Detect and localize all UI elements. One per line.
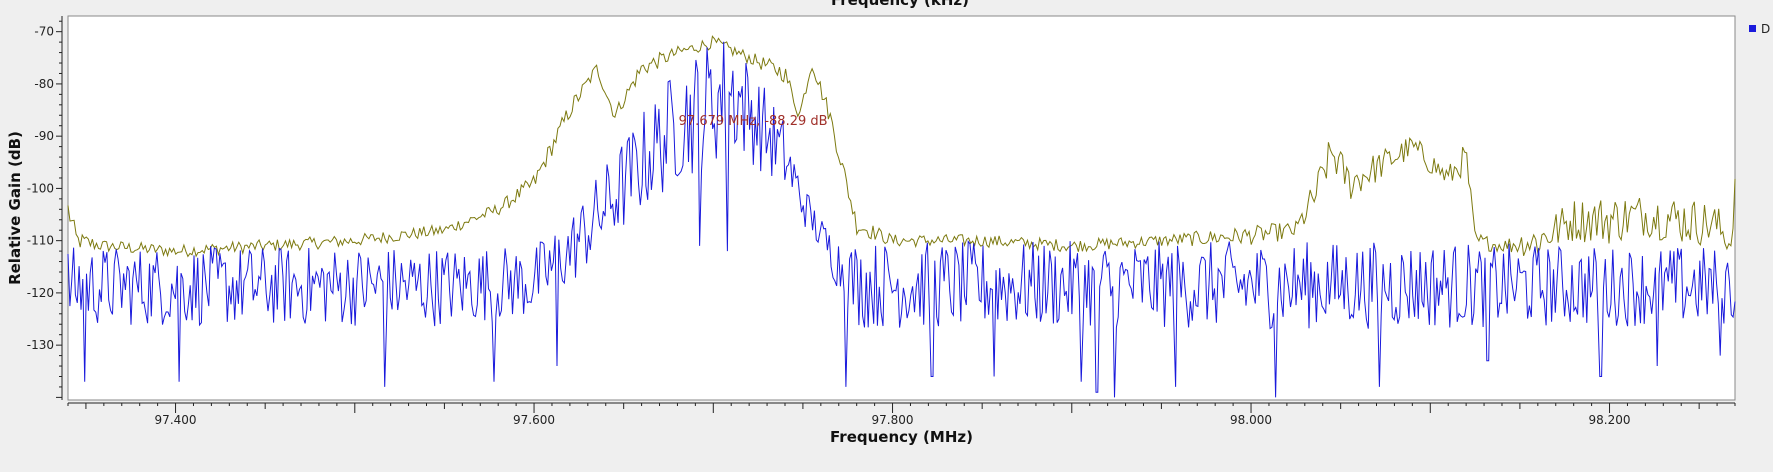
x-tick-label: 97.600 [513,413,555,427]
x-tick-label: 97.800 [872,413,914,427]
x-tick-label: 98.000 [1230,413,1272,427]
y-tick-label: -100 [27,181,54,195]
marker-annotation: 97.679 MHz, -88.29 dB [679,114,828,129]
legend-label: D [1761,22,1770,36]
top-axis-title: Frequency (kHz) [831,0,969,9]
x-tick-label: 98.200 [1589,413,1631,427]
legend: D [1749,22,1770,36]
x-tick-label: 97.400 [155,413,197,427]
y-tick-label: -80 [34,77,54,91]
y-tick-label: -130 [27,338,54,352]
legend-swatch [1749,25,1756,32]
plot-area [67,15,1736,401]
y-tick-label: -110 [27,234,54,248]
y-axis-title: Relative Gain (dB) [6,131,24,285]
y-tick-label: -90 [34,129,54,143]
y-tick-label: -70 [34,25,54,39]
series-line-2 [67,41,1736,398]
series-line-1 [67,35,1736,258]
x-axis-title: Frequency (MHz) [830,428,973,446]
y-tick-label: -120 [27,286,54,300]
